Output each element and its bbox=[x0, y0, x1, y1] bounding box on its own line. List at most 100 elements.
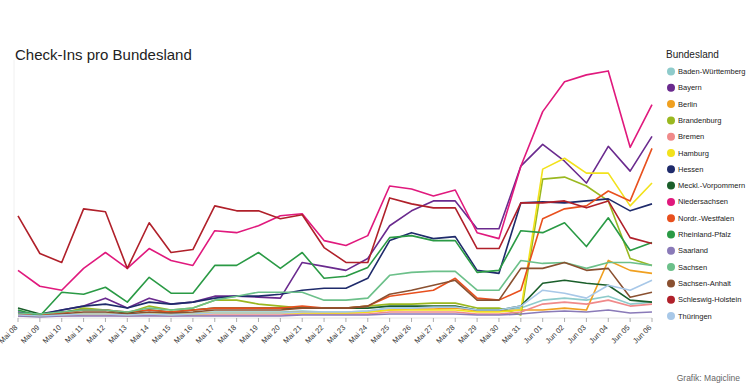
legend-swatch bbox=[667, 312, 675, 320]
x-tick bbox=[105, 318, 106, 322]
legend-swatch bbox=[667, 279, 675, 287]
x-tick-label: Jun 05 bbox=[609, 323, 631, 345]
series-line bbox=[18, 198, 652, 268]
series-line bbox=[18, 71, 652, 290]
legend-label: Brandenburg bbox=[678, 116, 721, 125]
x-tick bbox=[192, 318, 193, 322]
x-tick bbox=[214, 318, 215, 322]
x-tick-label: Jun 03 bbox=[566, 323, 588, 345]
x-tick bbox=[324, 318, 325, 322]
legend-label: Hessen bbox=[678, 165, 703, 174]
x-tick bbox=[280, 318, 281, 322]
x-tick-label: Mai 23 bbox=[325, 323, 347, 345]
series-line bbox=[18, 260, 652, 314]
legend-label: Saarland bbox=[678, 246, 708, 255]
x-tick bbox=[433, 318, 434, 322]
legend-swatch bbox=[667, 198, 675, 206]
x-tick-label: Mai 11 bbox=[63, 323, 85, 345]
x-tick bbox=[258, 318, 259, 322]
legend-swatch bbox=[667, 116, 675, 124]
title: Check-Ins pro Bundesland bbox=[15, 46, 192, 63]
x-tick bbox=[236, 318, 237, 322]
x-tick bbox=[455, 318, 456, 322]
x-tick-label: Mai 20 bbox=[259, 323, 281, 345]
x-tick bbox=[39, 318, 40, 322]
x-tick bbox=[345, 318, 346, 322]
legend-label: Baden-Württemberg bbox=[678, 67, 746, 76]
x-tick-label: Mai 16 bbox=[172, 323, 194, 345]
legend-swatch bbox=[667, 231, 675, 239]
x-tick bbox=[477, 318, 478, 322]
x-tick-label: Mai 24 bbox=[347, 323, 369, 345]
legend-label: Meckl.-Vorpommern bbox=[678, 181, 745, 190]
legend-swatch bbox=[667, 182, 675, 190]
legend-label: Schleswig-Holstein bbox=[678, 295, 741, 304]
x-tick-label: Mai 31 bbox=[500, 323, 522, 345]
x-tick bbox=[652, 318, 653, 322]
x-tick-label: Mai 08 bbox=[0, 323, 19, 345]
series-line bbox=[18, 262, 652, 316]
x-tick-label: Jun 06 bbox=[631, 323, 653, 345]
x-tick-label: Mai 13 bbox=[106, 323, 128, 345]
x-tick bbox=[367, 318, 368, 322]
legend-swatch bbox=[667, 165, 675, 173]
x-tick-label: Mai 26 bbox=[391, 323, 413, 345]
legend-label: Sachsen-Anhalt bbox=[678, 279, 732, 288]
x-tick bbox=[411, 318, 412, 322]
x-tick bbox=[630, 318, 631, 322]
legend-label: Rheinland-Pfalz bbox=[678, 230, 731, 239]
x-tick-label: Mai 25 bbox=[369, 323, 391, 345]
x-tick-label: Mai 30 bbox=[478, 323, 500, 345]
x-tick-label: Jun 02 bbox=[544, 323, 566, 345]
x-tick bbox=[389, 318, 390, 322]
x-tick-label: Mai 22 bbox=[303, 323, 325, 345]
legend-swatch bbox=[667, 296, 675, 304]
x-tick bbox=[302, 318, 303, 322]
series-line bbox=[18, 199, 652, 314]
x-tick-label: Mai 28 bbox=[434, 323, 456, 345]
x-tick-label: Mai 09 bbox=[19, 323, 41, 345]
series-line bbox=[18, 280, 652, 314]
x-tick bbox=[18, 318, 19, 322]
legend-swatch bbox=[667, 133, 675, 141]
legend-swatch bbox=[667, 247, 675, 255]
x-tick-label: Jun 01 bbox=[522, 323, 544, 345]
x-tick bbox=[127, 318, 128, 322]
series-line bbox=[18, 177, 652, 315]
x-tick bbox=[520, 318, 521, 322]
legend-title: Bundesland bbox=[666, 49, 719, 60]
x-tick bbox=[149, 318, 150, 322]
x-tick bbox=[586, 318, 587, 322]
legend-swatch bbox=[667, 214, 675, 222]
legend-label: Hamburg bbox=[678, 149, 709, 158]
x-tick bbox=[498, 318, 499, 322]
legend-swatch bbox=[667, 149, 675, 157]
x-tick-label: Mai 10 bbox=[41, 323, 63, 345]
x-tick-label: Mai 14 bbox=[128, 323, 150, 345]
legend-label: Thüringen bbox=[678, 312, 712, 321]
x-tick-label: Mai 29 bbox=[456, 323, 478, 345]
x-tick-label: Mai 27 bbox=[413, 323, 435, 345]
chart: Check-Ins pro BundeslandMai 08Mai 09Mai … bbox=[0, 0, 748, 390]
x-tick bbox=[83, 318, 84, 322]
legend-swatch bbox=[667, 84, 675, 92]
x-tick-label: Mai 18 bbox=[216, 323, 238, 345]
x-tick bbox=[171, 318, 172, 322]
legend-label: Nordr.-Westfalen bbox=[678, 214, 734, 223]
series-line bbox=[18, 136, 652, 315]
legend-label: Sachsen bbox=[678, 263, 707, 272]
legend-swatch bbox=[667, 68, 675, 76]
y-range bbox=[14, 60, 15, 318]
series-line bbox=[18, 148, 652, 315]
legend-label: Bayern bbox=[678, 83, 702, 92]
legend-swatch bbox=[667, 100, 675, 108]
x-tick-label: Mai 12 bbox=[85, 323, 107, 345]
x-tick bbox=[564, 318, 565, 322]
legend-label: Niedersachsen bbox=[678, 197, 728, 206]
baseline bbox=[18, 318, 652, 319]
legend-label: Bremen bbox=[678, 132, 704, 141]
x-tick-label: Jun 04 bbox=[587, 323, 609, 345]
x-tick-label: Mai 15 bbox=[150, 323, 172, 345]
x-tick bbox=[608, 318, 609, 322]
lines bbox=[18, 71, 652, 317]
